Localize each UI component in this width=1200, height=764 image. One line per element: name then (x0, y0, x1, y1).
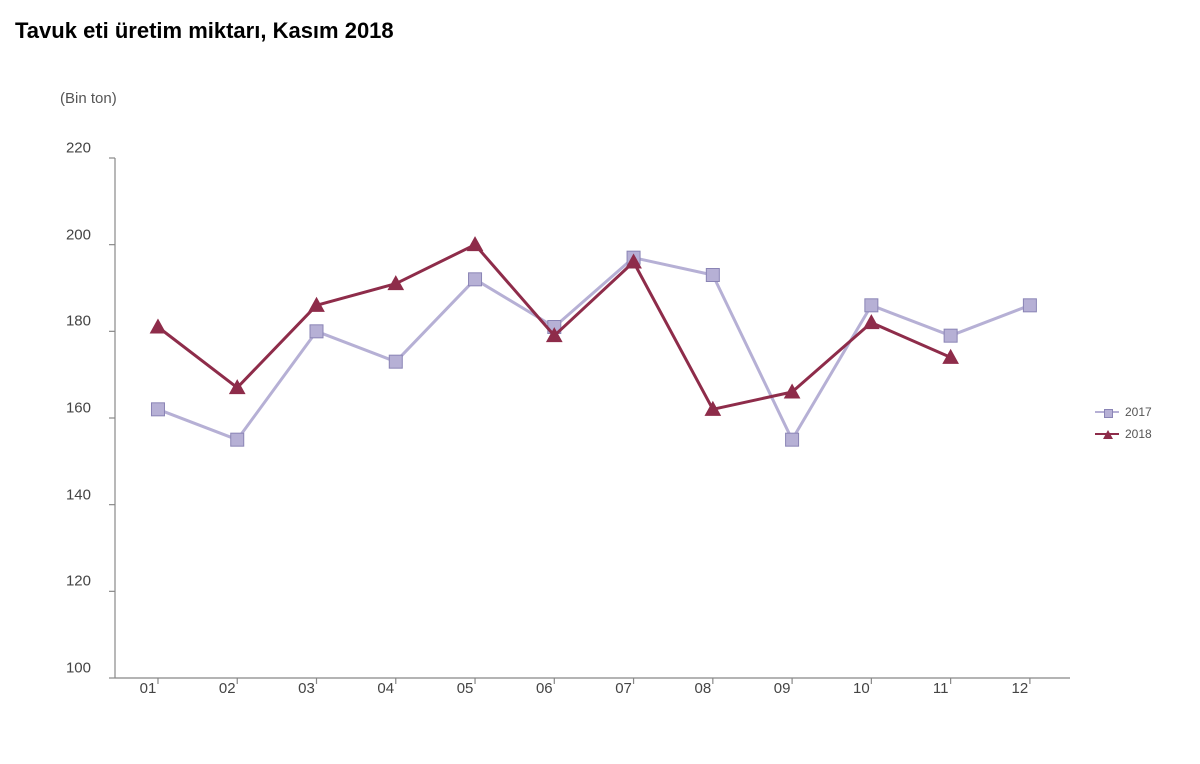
legend-line-icon (1095, 411, 1119, 413)
chart-svg (105, 148, 1120, 708)
square-marker-icon (1104, 409, 1113, 418)
y-tick-label: 120 (41, 573, 91, 590)
y-tick-label: 180 (41, 313, 91, 330)
x-tick-label: 06 (536, 680, 553, 697)
x-tick-label: 10 (853, 680, 870, 697)
plot-area: 100120140160180200220 010203040506070809… (105, 148, 1060, 668)
legend: 2017 2018 (1095, 405, 1152, 449)
legend-item-2018: 2018 (1095, 427, 1152, 441)
x-tick-label: 05 (457, 680, 474, 697)
x-tick-label: 03 (298, 680, 315, 697)
chart-page: Tavuk eti üretim miktarı, Kasım 2018 (Bi… (0, 0, 1200, 764)
y-tick-label: 140 (41, 486, 91, 503)
legend-item-2017: 2017 (1095, 405, 1152, 419)
x-tick-label: 12 (1012, 680, 1029, 697)
x-tick-label: 08 (694, 680, 711, 697)
y-tick-label: 200 (41, 226, 91, 243)
x-tick-label: 07 (615, 680, 632, 697)
chart-title: Tavuk eti üretim miktarı, Kasım 2018 (15, 18, 394, 44)
x-tick-label: 09 (774, 680, 791, 697)
legend-label: 2018 (1125, 427, 1152, 441)
y-tick-label: 220 (41, 140, 91, 157)
legend-line-icon (1095, 433, 1119, 435)
y-axis-unit-label: (Bin ton) (60, 90, 117, 107)
x-tick-label: 04 (377, 680, 394, 697)
triangle-marker-icon (1103, 430, 1113, 439)
x-tick-label: 02 (219, 680, 236, 697)
legend-label: 2017 (1125, 405, 1152, 419)
y-tick-label: 160 (41, 400, 91, 417)
x-tick-label: 11 (933, 680, 949, 697)
x-tick-label: 01 (140, 680, 157, 697)
y-tick-label: 100 (41, 660, 91, 677)
series-2017 (151, 251, 1036, 446)
